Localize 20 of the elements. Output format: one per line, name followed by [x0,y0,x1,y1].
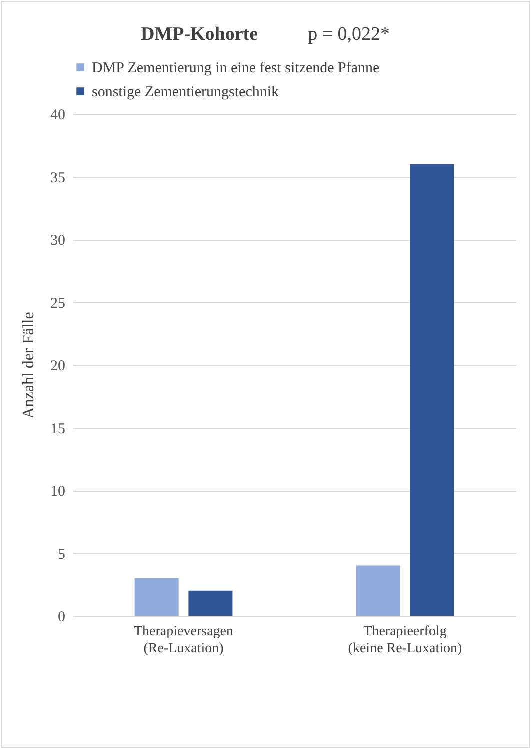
bar [356,566,400,616]
y-tick-label: 40 [50,108,66,124]
x-tick-label: Therapieversagen (Re-Luxation) [134,624,234,656]
y-tick-label: 35 [50,170,66,186]
legend-label: sonstige Zementierungstechnik [92,84,280,100]
y-tick-label: 30 [50,233,66,249]
y-tick-label: 25 [50,296,66,312]
legend-label: DMP Zementierung in eine fest sitzende Pfanne [92,60,380,76]
y-tick-label: 15 [50,421,66,438]
y-tick-label: 10 [50,484,66,500]
y-tick-label: 5 [58,546,66,563]
bar [188,590,233,616]
chart-title: DMP-Kohorte [140,24,258,45]
x-tick-label: Therapieerfolg (keine Re-Luxation) [348,624,463,656]
y-tick-label: 20 [50,358,66,374]
bar [134,578,179,616]
y-tick-label: 0 [58,610,66,626]
y-axis-title: Anzahl der Fälle [20,312,38,419]
bar [410,164,454,616]
text: p = 0,022* [308,24,390,45]
